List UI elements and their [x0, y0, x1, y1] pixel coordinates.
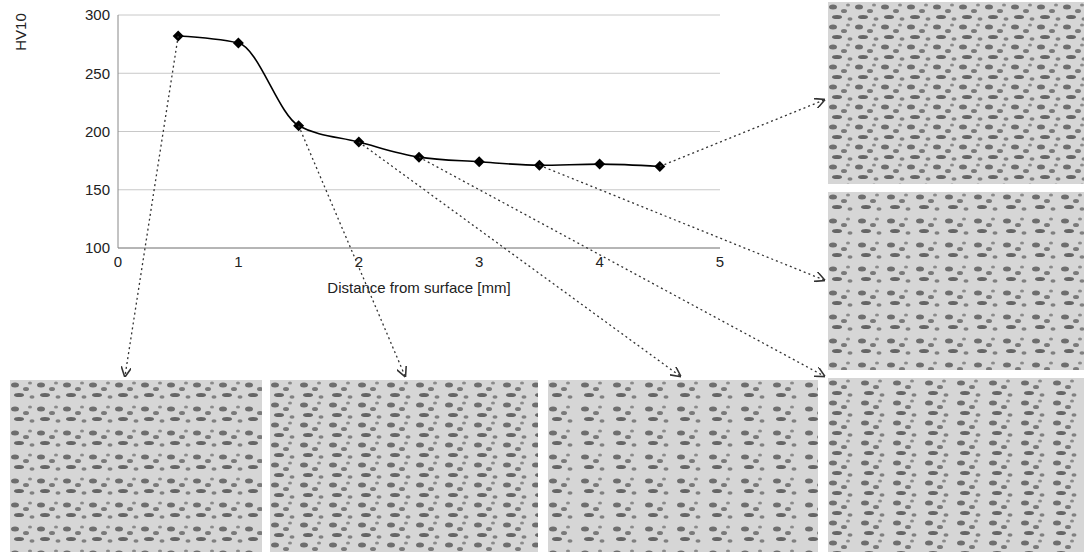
svg-text:4: 4 [595, 253, 603, 270]
svg-text:Distance from surface [mm]: Distance from surface [mm] [327, 279, 510, 296]
svg-text:150: 150 [85, 181, 110, 198]
svg-text:HV10: HV10 [12, 13, 29, 51]
svg-text:2: 2 [355, 253, 363, 270]
svg-text:0: 0 [114, 253, 122, 270]
svg-text:100: 100 [85, 239, 110, 256]
svg-text:3: 3 [475, 253, 483, 270]
svg-text:1: 1 [234, 253, 242, 270]
svg-text:300: 300 [85, 6, 110, 23]
svg-text:200: 200 [85, 123, 110, 140]
svg-text:5: 5 [716, 253, 724, 270]
svg-text:250: 250 [85, 65, 110, 82]
